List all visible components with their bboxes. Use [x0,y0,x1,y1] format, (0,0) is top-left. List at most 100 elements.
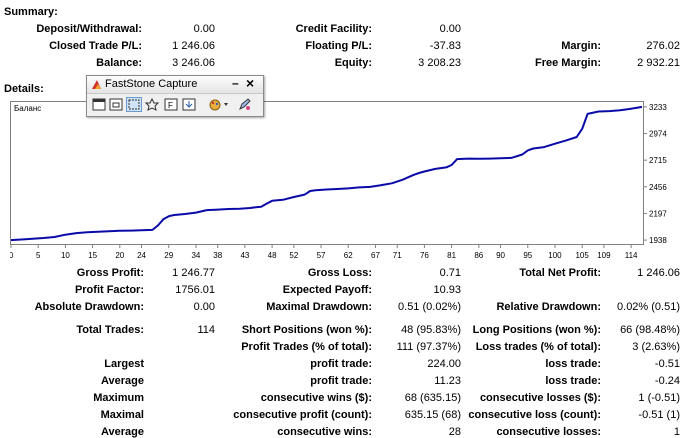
stat-label: Absolute Drawdown: [34,301,144,313]
faststone-capture-window[interactable]: FastStone Capture – × F [86,75,264,117]
x-tick-label: 24 [137,251,146,260]
y-tick-label: 2197 [649,209,667,218]
stat-label: consecutive profit (count): [233,409,372,421]
stat-value: 114 [197,324,215,336]
stat-label: Average [100,375,144,387]
stat-value: 10.93 [433,284,461,296]
stat-label: Maximal [100,409,144,421]
x-tick-label: 86 [474,251,483,260]
balance-value: 3 246.06 [172,57,215,69]
stat-value: 1 [673,426,680,438]
free-margin-label: Free Margin: [534,57,601,69]
stat-label: Total Net Profit: [519,267,601,279]
stat-label: consecutive wins: [277,426,372,438]
balance-chart: Баланс 1938 2197 2456 2715 2974 3233 0 5 10 15 20… [10,101,667,260]
x-tick-label: 71 [393,251,402,260]
y-tick-label: 2456 [649,183,667,192]
capture-title-bar[interactable]: FastStone Capture – × [87,75,263,94]
stat-label: Relative Drawdown: [496,301,601,313]
stat-value: 28 [448,426,461,438]
floating-label: Floating P/L: [305,40,372,52]
stat-label: Total Trades: [76,324,144,336]
faststone-logo-icon [92,80,101,89]
x-tick-label: 5 [36,251,41,260]
capture-scrolling-icon[interactable] [182,98,196,111]
editor-icon[interactable] [238,98,252,111]
capture-rectangle-icon[interactable] [126,97,142,112]
stat-value: 1 246.77 [172,267,215,279]
x-tick-label: 76 [420,251,429,260]
stat-label: Gross Loss: [307,267,372,279]
svg-text:F: F [168,101,173,110]
plot-frame [10,101,644,245]
stat-value: 0.51 (0.02%) [398,301,461,313]
x-tick-label: 67 [371,251,380,260]
margin-value: 276.02 [646,40,680,52]
chart-title: Баланс [14,104,41,113]
x-tick-label: 0 [10,251,14,260]
x-tick-label: 52 [289,251,298,260]
credit-label: Credit Facility: [295,23,372,35]
stat-label: Maximal Drawdown: [266,301,372,313]
capture-active-window-icon[interactable] [92,98,106,111]
details-heading: Details: [4,83,44,95]
stat-label: consecutive losses: [496,426,601,438]
x-tick-label: 105 [575,251,589,260]
stat-label: loss trade: [545,375,601,387]
stat-value: 635.15 (68) [404,409,461,421]
stat-label: Maximum [93,392,144,404]
stat-value: 1756.01 [175,284,215,296]
x-axis: 0 5 10 15 20 24 29 34 38 43 48 52 57 62 67 71 76 81 86 90 95… [10,244,638,260]
stat-label: Expected Payoff: [282,284,372,296]
x-tick-label: 20 [115,251,124,260]
x-tick-label: 62 [344,251,353,260]
x-tick-label: 29 [164,251,173,260]
stat-label: Profit Trades (% of total): [241,341,372,353]
credit-value: 0.00 [439,23,461,35]
margin-label: Margin: [561,40,601,52]
minimize-button[interactable]: – [232,76,239,90]
stat-label: Average [100,426,144,438]
stat-value: 48 (95.83%) [401,324,461,336]
close-button[interactable]: × [246,75,255,91]
x-tick-label: 90 [496,251,505,260]
equity-label: Equity: [334,57,372,69]
y-tick-label: 3233 [649,103,667,112]
balance-series-line [10,105,643,242]
stat-label: Profit Factor: [74,284,144,296]
floating-value: -37.83 [429,40,461,52]
x-tick-label: 48 [268,251,277,260]
stat-value: 1 246.06 [637,267,680,279]
stat-value: -0.51 [654,358,680,370]
closed-trade-label: Closed Trade P/L: [49,40,142,52]
x-tick-label: 114 [625,251,638,260]
capture-freehand-icon[interactable] [144,97,160,111]
stat-label: Largest [104,358,144,370]
stat-label: Short Positions (won %): [241,324,372,336]
stat-value: 1 (-0.51) [638,392,680,404]
stat-value: 66 (98.48%) [620,324,680,336]
deposit-label: Deposit/Withdrawal: [36,23,142,35]
balance-label: Balance: [96,57,142,69]
x-tick-label: 81 [447,251,456,260]
y-tick-label: 2974 [649,130,667,139]
stat-label: consecutive loss (count): [468,409,601,421]
stat-label: Gross Profit: [76,267,144,279]
x-tick-label: 15 [88,251,97,260]
stat-value: -0.24 [654,375,680,387]
stat-value: 3 (2.63%) [632,341,680,353]
x-tick-label: 10 [61,251,70,260]
capture-window-object-icon[interactable] [109,98,123,111]
stat-label: consecutive losses ($): [479,392,601,404]
output-settings-icon[interactable] [208,98,230,111]
stat-label: Long Positions (won %): [472,324,601,336]
stat-value: 68 (635.15) [404,392,461,404]
stat-value: 224.00 [427,358,461,370]
x-tick-label: 34 [191,251,200,260]
stat-label: Loss trades (% of total): [475,341,601,353]
x-tick-label: 57 [317,251,326,260]
capture-fullscreen-icon[interactable]: F [164,98,178,111]
x-tick-label: 38 [213,251,222,260]
summary-heading: Summary: [4,6,58,18]
stat-value: 111 (97.37%) [396,341,461,353]
